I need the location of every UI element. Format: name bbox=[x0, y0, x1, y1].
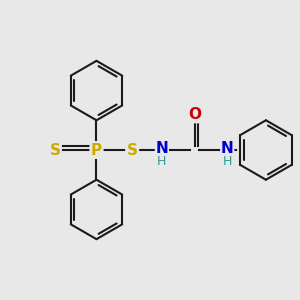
Text: S: S bbox=[127, 142, 138, 158]
Text: H: H bbox=[157, 155, 167, 168]
Text: O: O bbox=[188, 107, 201, 122]
Text: P: P bbox=[91, 142, 102, 158]
Text: N: N bbox=[155, 141, 168, 156]
Text: S: S bbox=[50, 142, 60, 158]
Text: N: N bbox=[221, 141, 234, 156]
Text: H: H bbox=[223, 155, 232, 168]
